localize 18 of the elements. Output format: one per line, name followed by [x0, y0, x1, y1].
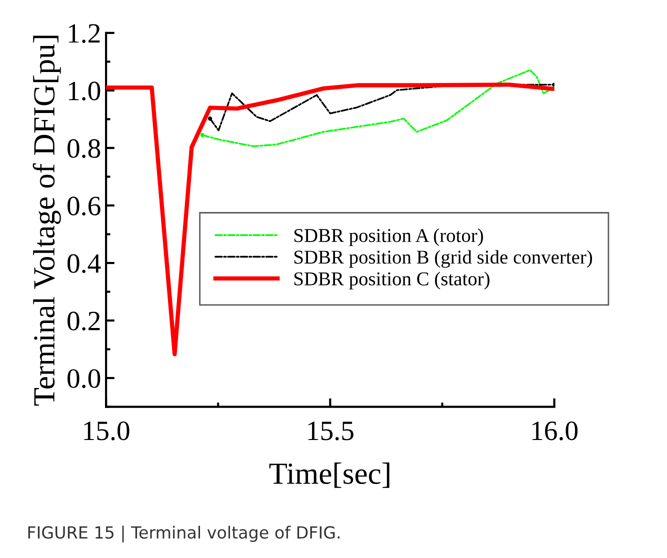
legend-label: SDBR position C (stator) [294, 272, 490, 290]
y-tick-label: 0.0 [68, 369, 100, 388]
y-axis-title: Terminal Voltage of DFIG[pu] [32, 36, 61, 406]
y-tick-label: 1.0 [68, 82, 100, 100]
y-tick-label: 0.2 [68, 312, 100, 331]
x-tick-label: 15.0 [84, 421, 130, 440]
legend-label: SDBR position A (rotor) [294, 228, 483, 246]
y-tick-label: 0.6 [68, 196, 100, 216]
point [200, 132, 205, 138]
x-axis-title: Time[sec] [269, 462, 390, 488]
legend-label: SDBR position B (grid side converter) [294, 250, 592, 268]
caption: FIGURE 15 | Terminal voltage of DFIG. [28, 526, 340, 542]
y-tick-label: 1.2 [68, 24, 100, 43]
y-tick-label: 0.8 [68, 139, 100, 158]
x-tick-label: 15.5 [308, 422, 354, 440]
y-tick-label: 0.4 [68, 254, 101, 274]
x-tick-label: 16.0 [532, 421, 578, 440]
point [208, 116, 212, 121]
